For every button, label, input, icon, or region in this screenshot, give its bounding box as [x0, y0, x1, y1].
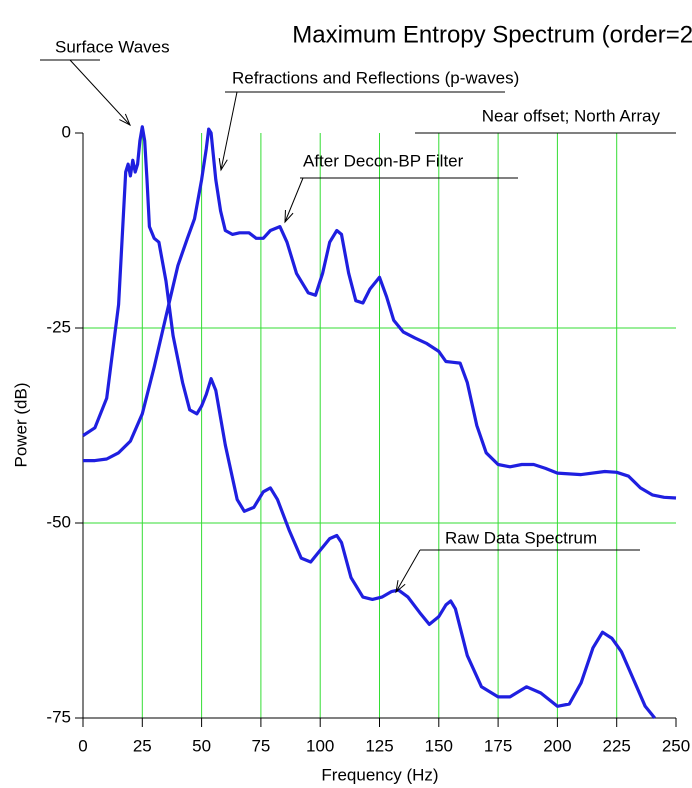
x-tick-label: 250: [662, 736, 690, 755]
x-tick-label: 150: [425, 736, 453, 755]
x-tick-label: 100: [306, 736, 334, 755]
arrow-head: [119, 113, 131, 127]
x-tick-label: 0: [78, 736, 87, 755]
y-tick-label: -75: [46, 707, 71, 726]
x-tick-label: 75: [251, 736, 270, 755]
series-line: [82, 125, 656, 720]
annotation-arrow: [69, 59, 131, 126]
x-axis-label: Frequency (Hz): [321, 765, 438, 784]
arrow-head: [395, 580, 406, 594]
y-tick-label: -50: [46, 512, 71, 531]
annotation: Near offset; North Array: [482, 106, 661, 125]
annotation-arrow: [395, 549, 421, 593]
arrow-head: [284, 209, 294, 224]
x-tick-label: 200: [543, 736, 571, 755]
arrow-head: [218, 158, 228, 172]
x-tick-label: 175: [484, 736, 512, 755]
x-tick-label: 225: [603, 736, 631, 755]
annotation: Refractions and Reflections (p-waves): [232, 68, 519, 87]
x-tick-label: 125: [365, 736, 393, 755]
x-tick-label: 25: [133, 736, 152, 755]
chart-title: Maximum Entropy Spectrum (order=200): [292, 21, 692, 48]
annotation: After Decon-BP Filter: [303, 151, 464, 170]
annotation: Surface Waves: [55, 37, 170, 56]
x-tick-label: 50: [192, 736, 211, 755]
y-tick-label: -25: [46, 317, 71, 336]
y-axis-label: Power (dB): [11, 382, 30, 467]
series-line: [83, 127, 677, 500]
annotation-arrow: [220, 91, 238, 171]
annotation-arrow: [284, 177, 304, 223]
y-tick-label: 0: [62, 122, 71, 141]
annotation: Raw Data Spectrum: [445, 528, 597, 547]
